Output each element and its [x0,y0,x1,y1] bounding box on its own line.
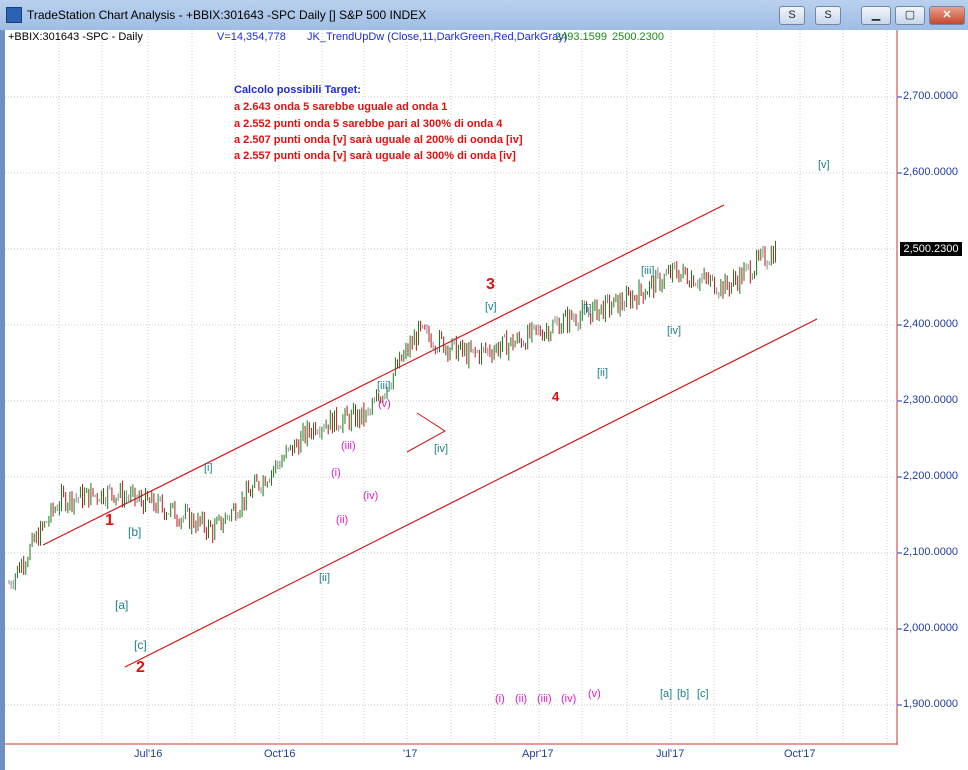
x-tick-oct16: Oct'16 [264,748,296,760]
y-tick-2400: 2,400.0000 [903,318,959,330]
wave-iv-label: [iv] [434,443,449,455]
target-line-3: a 2.507 punti onda [v] sarà uguale al 20… [234,134,523,146]
minor-i-label: (i) [331,467,341,479]
legend-a: [a] [660,688,673,700]
target-line-4: a 2.557 punti onda [v] sarà uguale al 30… [234,150,516,162]
x-tick-jul16: Jul'16 [134,748,163,760]
x-tick-jul17: Jul'17 [656,748,685,760]
wave-i-label: [i] [204,462,213,474]
symbol-link-button[interactable]: S [779,6,805,25]
price-plot [5,30,902,745]
legend-v: (v) [588,688,601,700]
wave-1-label: 1 [105,512,114,529]
y-tick-2100: 2,100.0000 [903,546,959,558]
wave-c-label: [c] [134,638,147,652]
wave-iv2-label: [iv] [667,325,682,337]
wave-b-label: [b] [128,525,142,539]
wave-ii2-label: [ii] [597,367,608,379]
wave-3-label: 3 [486,276,495,293]
x-tick-17: '17 [403,748,418,760]
minor-iii-label: (iii) [341,440,356,452]
indicator-value-1: 2493.1599 [555,31,607,43]
last-price-box: 2,500.2300 [900,242,962,256]
legend-b: [b] [677,688,690,700]
y-tick-2300: 2,300.0000 [903,394,959,406]
symbol-link-button-2[interactable]: S [815,6,841,25]
minor-iv-label: (iv) [363,490,379,502]
legend-iv: (iv) [561,693,577,705]
wave-ii-label: [ii] [319,572,330,584]
targets-title: Calcolo possibili Target: [234,84,361,96]
volume-label: V=14,354,778 [217,31,286,43]
wave-4-label: 4 [552,389,560,404]
minor-ii-label: (ii) [336,514,349,526]
x-tick-oct17: Oct'17 [784,748,816,760]
app-icon [6,7,22,23]
wave-a-label: [a] [115,598,129,612]
wave-v2-target-label: [v] [818,159,830,171]
y-tick-2700: 2,700.0000 [903,90,959,102]
y-tick-2200: 2,200.0000 [903,470,959,482]
wave-2-label: 2 [136,659,145,676]
y-tick-2600: 2,600.0000 [903,166,959,178]
wave-v-label: [v] [485,301,497,313]
minor-v-label: (v) [378,398,391,410]
minimize-button[interactable]: ▁ [861,6,891,25]
legend-ii: (ii) [515,693,528,705]
chart-area[interactable]: +BBIX:301643 -SPC - Daily V=14,354,778 J… [5,30,968,770]
wave-i2-label: [i] [583,303,592,315]
y-tick-2000: 2,000.0000 [903,622,959,634]
legend-iii: (iii) [537,693,552,705]
title-bar[interactable]: TradeStation Chart Analysis - +BBIX:3016… [0,0,968,31]
wave-iii2-label: [iii] [641,265,655,277]
target-line-1: a 2.643 onda 5 sarebbe uguale ad onda 1 [234,101,448,113]
wave-iii-label: [iii] [377,380,391,392]
target-line-2: a 2.552 punti onda 5 sarebbe pari al 300… [234,118,503,130]
close-button[interactable]: ✕ [929,6,965,25]
chart-symbol-label: +BBIX:301643 -SPC - Daily [8,31,143,43]
window-title: TradeStation Chart Analysis - +BBIX:3016… [27,8,427,22]
legend-c: [c] [697,688,709,700]
maximize-button[interactable]: ▢ [895,6,925,25]
x-tick-apr17: Apr'17 [522,748,554,760]
indicator-label: JK_TrendUpDw (Close,11,DarkGreen,Red,Dar… [307,31,568,43]
indicator-value-2: 2500.2300 [612,31,664,43]
y-tick-1900: 1,900.0000 [903,698,959,710]
legend-i: (i) [495,693,505,705]
